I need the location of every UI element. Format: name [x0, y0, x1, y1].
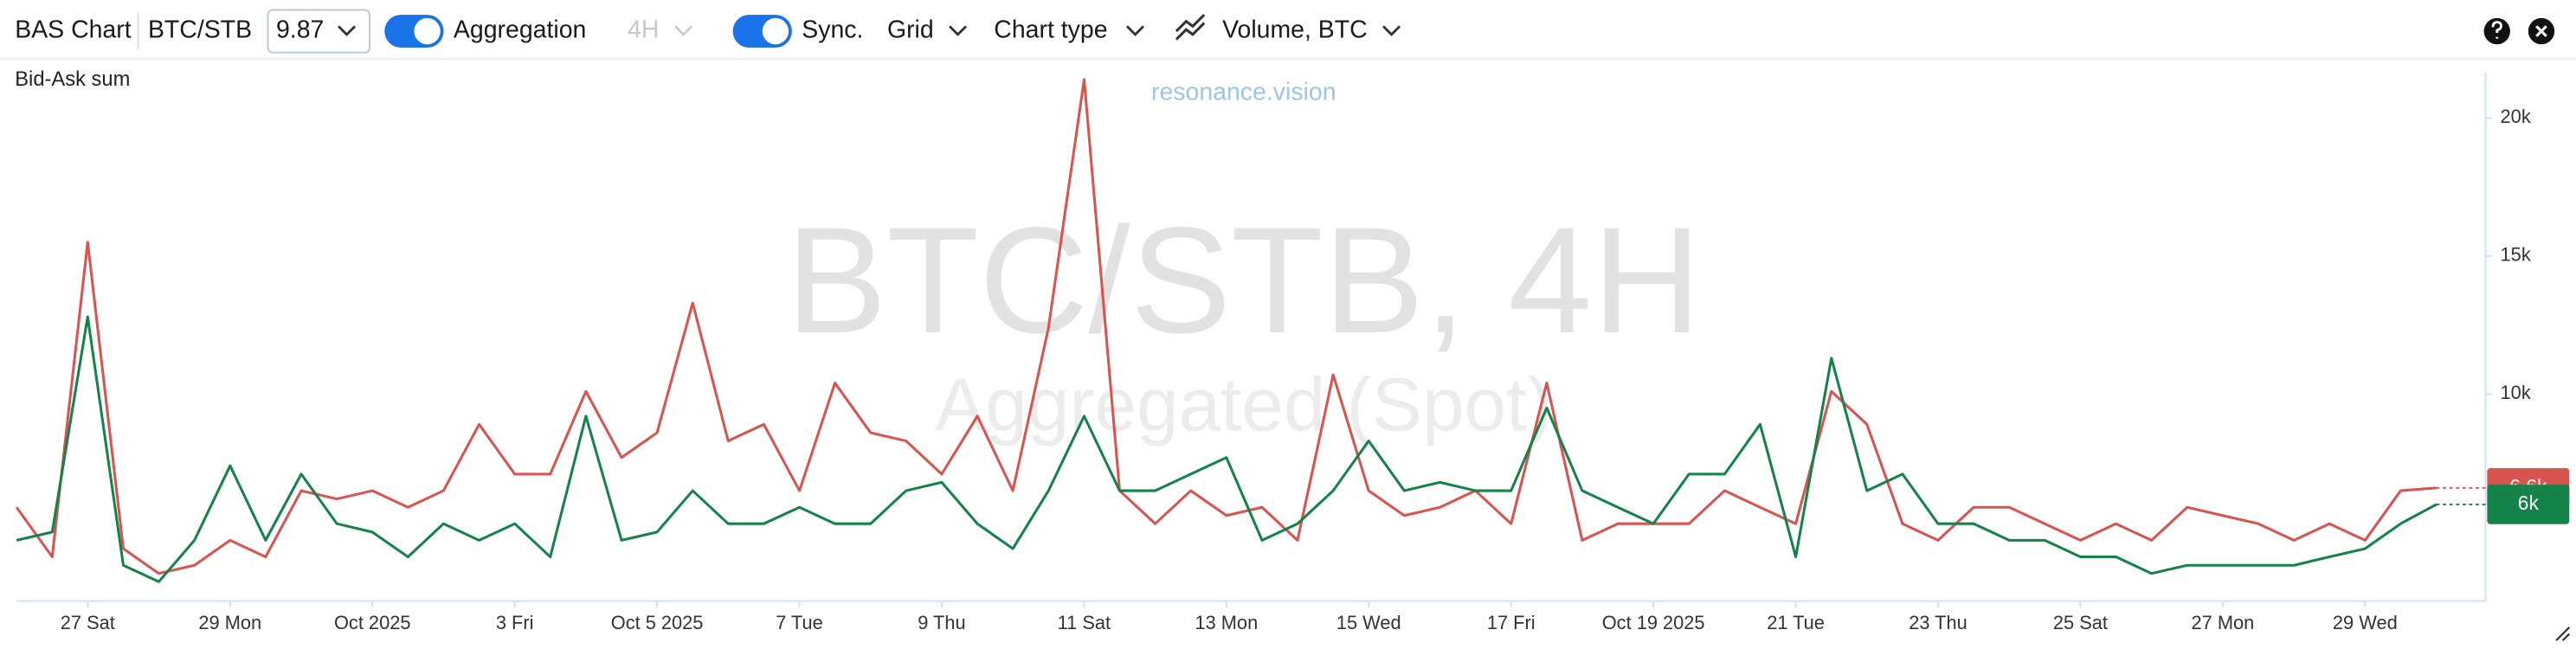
- x-tick-label: 27 Mon: [2192, 612, 2255, 633]
- chevron: [674, 25, 693, 36]
- toggle-knob: [762, 17, 789, 45]
- x-tick-label: Oct 19 2025: [1602, 612, 1705, 633]
- sync-label[interactable]: Sync.: [802, 16, 863, 44]
- x-tick-label: 25 Sat: [2053, 612, 2108, 633]
- x-tick-label: 7 Tue: [776, 612, 823, 633]
- y-tick-label: 10k: [2501, 382, 2531, 403]
- x-tick-label: 29 Mon: [198, 612, 261, 633]
- symbol[interactable]: BTC/STB: [148, 16, 252, 44]
- watermark-sub: Aggregated (Spot): [935, 363, 1552, 447]
- current-value-badge: [2487, 485, 2570, 524]
- x-tick-label: Oct 5 2025: [611, 612, 704, 633]
- x-tick-label: 11 Sat: [1058, 612, 1111, 633]
- chevron: [1126, 25, 1145, 36]
- chart-title: Bid-Ask sum: [15, 68, 130, 91]
- toolbar: BAS Chart BTC/STB 9.87 Aggregation 4H Sy…: [0, 9, 2576, 61]
- indicator-menu[interactable]: Volume, BTC: [1222, 16, 1368, 44]
- x-tick-label: 27 Sat: [61, 612, 115, 633]
- grid-menu[interactable]: Grid: [887, 16, 934, 44]
- resize-handle[interactable]: [2555, 627, 2571, 641]
- toggle-knob: [414, 17, 441, 45]
- x-tick-label: Oct 2025: [334, 612, 411, 633]
- x-tick-label: 13 Mon: [1195, 612, 1258, 633]
- x-tick-label: 29 Wed: [2333, 612, 2398, 633]
- x-tick-label: 9 Thu: [918, 612, 965, 633]
- indicator-icon: [1175, 14, 1206, 41]
- current-value-label: 6k: [2518, 492, 2540, 514]
- help-glyph: [2491, 21, 2502, 39]
- chevron: [949, 25, 968, 36]
- brand: resonance.vision: [1151, 79, 1336, 106]
- series-line: [15, 78, 2437, 575]
- x-tick-label: 23 Thu: [1909, 612, 1967, 633]
- y-tick-label: 15k: [2501, 244, 2531, 266]
- series-line: [16, 315, 2438, 583]
- x-tick-label: 3 Fri: [496, 612, 534, 633]
- timeframe[interactable]: 4H: [628, 16, 659, 44]
- x-tick-label: 15 Wed: [1336, 612, 1401, 633]
- aggregation-label[interactable]: Aggregation: [454, 16, 586, 44]
- app-title: BAS Chart: [15, 16, 132, 44]
- y-tick-label: 20k: [2501, 106, 2531, 127]
- chevron: [338, 25, 357, 36]
- chevron: [1382, 25, 1401, 36]
- x-tick-label: 17 Fri: [1487, 612, 1536, 633]
- close-glyph: [2535, 25, 2547, 37]
- price-box[interactable]: [267, 9, 371, 54]
- chart-type-menu[interactable]: Chart type: [994, 16, 1107, 44]
- price[interactable]: 9.87: [276, 16, 324, 44]
- watermark: BTC/STB, 4H: [786, 196, 1701, 364]
- x-tick-label: 21 Tue: [1767, 612, 1825, 633]
